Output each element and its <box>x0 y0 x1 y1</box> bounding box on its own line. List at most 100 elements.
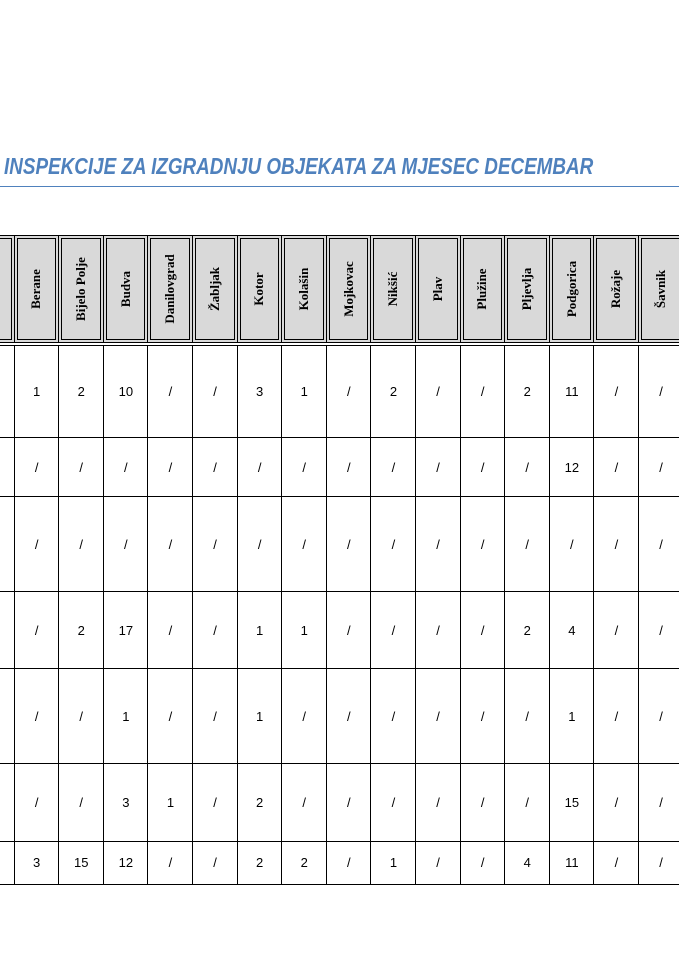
table-cell: / <box>325 496 372 593</box>
table-cell: 1 <box>147 763 194 843</box>
column-header: Plav <box>415 235 461 343</box>
table-cell: / <box>504 668 551 765</box>
column-header: Kolašin <box>281 235 327 343</box>
column-header: Žabljak <box>192 235 238 343</box>
column-header-label: Budva <box>117 270 133 308</box>
column-header-label: Šavnik <box>652 269 668 309</box>
table-cell: / <box>415 763 462 843</box>
table-cell: 2 <box>504 591 551 670</box>
table-cell: / <box>192 763 239 843</box>
table-cell: / <box>459 763 506 843</box>
table-cell: / <box>370 496 417 593</box>
table-cell: / <box>504 437 551 498</box>
table-cell: 3 <box>102 763 149 843</box>
column-header-label: Plužine <box>474 268 490 310</box>
column-header-label: Bijelo Polje <box>72 257 88 321</box>
table-cell: / <box>192 345 239 439</box>
table-cell: / <box>281 496 328 593</box>
column-header: Kotor <box>236 235 283 343</box>
column-header-label: Rožaje <box>608 269 624 309</box>
table-cell: / <box>325 841 372 885</box>
table-cell: / <box>593 841 640 885</box>
table-cell: 3 <box>236 345 283 439</box>
table-cell: / <box>147 345 194 439</box>
column-header-label: Pljevlja <box>518 267 534 311</box>
table-cell: 2 <box>58 345 105 439</box>
table-cell: / <box>638 591 679 670</box>
table-cell: / <box>415 345 462 439</box>
page-title: INSPEKCIJE ZA IZGRADNJU OBJEKATA ZA MJES… <box>4 153 594 179</box>
table-cell: / <box>147 437 194 498</box>
column-header-label: Kotor <box>251 272 267 306</box>
table-cell: 15 <box>58 841 105 885</box>
table-cell: / <box>459 591 506 670</box>
table-cell: / <box>281 668 328 765</box>
table-cell: / <box>638 668 679 765</box>
table-cell: / <box>13 668 60 765</box>
table-cell: / <box>504 496 551 593</box>
table-cell: / <box>593 345 640 439</box>
column-header-label: Podgorica <box>563 260 579 318</box>
table-cell: / <box>415 668 462 765</box>
table-cell: / <box>147 668 194 765</box>
column-header: Podgorica <box>548 235 595 343</box>
table-cell: / <box>281 763 328 843</box>
table-cell: / <box>192 841 239 885</box>
table-cell: 1 <box>548 668 595 765</box>
table-cell: / <box>325 437 372 498</box>
column-header-label: Kolašin <box>295 267 311 311</box>
column-header: Šavnik <box>638 235 679 343</box>
table-cell: / <box>58 437 105 498</box>
table-cell: 4 <box>548 591 595 670</box>
table-cell: / <box>58 496 105 593</box>
column-header: Danilovgrad <box>147 235 193 343</box>
table-cell: 11 <box>548 841 595 885</box>
table-cell: / <box>504 763 551 843</box>
table-cell: / <box>13 763 60 843</box>
table-cell: / <box>13 437 60 498</box>
table-cell: / <box>192 496 239 593</box>
table-cell: 1 <box>236 668 283 765</box>
table-cell: / <box>281 437 328 498</box>
table-cell: / <box>593 668 640 765</box>
column-header-label: Žabljak <box>206 266 222 312</box>
table-cell: / <box>58 668 105 765</box>
table-cell: 12 <box>102 841 149 885</box>
table-cell: 1 <box>370 841 417 885</box>
table-cell: 1 <box>281 591 328 670</box>
table-cell: / <box>638 437 679 498</box>
column-header: Rožaje <box>593 235 639 343</box>
table-cell: / <box>192 591 239 670</box>
table-cell: / <box>415 841 462 885</box>
table-cell: / <box>459 345 506 439</box>
column-header-label: Mojkovac <box>340 261 356 317</box>
table-cell: / <box>370 591 417 670</box>
table-cell: 1 <box>102 668 149 765</box>
table-cell: 2 <box>236 763 283 843</box>
table-cell: 1 <box>281 345 328 439</box>
table-cell: / <box>13 496 60 593</box>
table-cell: / <box>370 437 417 498</box>
column-header: Berane <box>13 235 60 343</box>
column-header-label: Plav <box>429 276 445 302</box>
column-header: Bar <box>0 235 15 343</box>
column-header-label: Danilovgrad <box>162 254 178 324</box>
column-header-label: Berane <box>28 269 44 309</box>
column-header-label: Nikšić <box>385 271 401 307</box>
column-header: Bijelo Polje <box>58 235 104 343</box>
table-cell: 17 <box>102 591 149 670</box>
table-cell: / <box>459 496 506 593</box>
table-cell: / <box>415 437 462 498</box>
table-cell: / <box>638 763 679 843</box>
table-cell: / <box>593 496 640 593</box>
table-cell: 10 <box>102 345 149 439</box>
column-header: Plužine <box>459 235 506 343</box>
table-cell: / <box>459 437 506 498</box>
table-cell: / <box>548 496 595 593</box>
table-cell: / <box>370 668 417 765</box>
table-cell: / <box>147 591 194 670</box>
table-cell: 11 <box>548 345 595 439</box>
table-cell: 2 <box>281 841 328 885</box>
table-cell: 2 <box>504 345 551 439</box>
table-cell: / <box>102 437 149 498</box>
